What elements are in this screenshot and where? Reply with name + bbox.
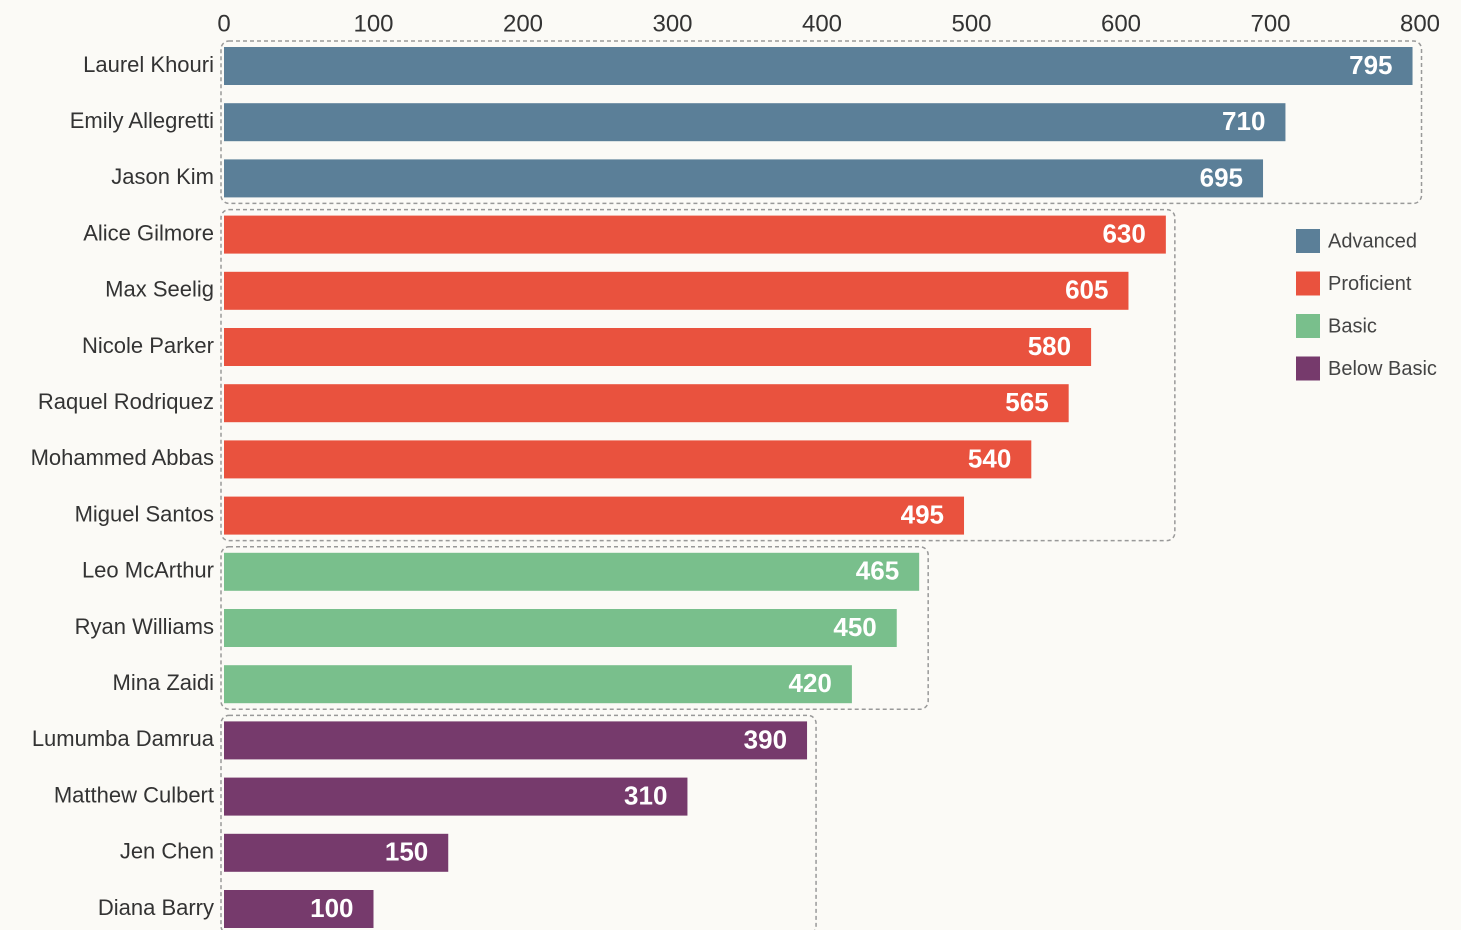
category-label: Ryan Williams [75, 614, 214, 639]
page: 0 100 200 300 400 500 600 700 800 Laurel Khouri Em… [0, 0, 1461, 930]
value-label: 465 [856, 556, 899, 586]
value-label: 565 [1005, 387, 1048, 417]
category-label: Alice Gilmore [83, 220, 214, 245]
bar [224, 216, 1166, 254]
category-label: Nicole Parker [82, 333, 214, 358]
category-label: Lumumba Damrua [32, 726, 215, 751]
category-label: Raquel Rodriquez [38, 389, 214, 414]
category-label: Mohammed Abbas [31, 445, 214, 470]
value-label: 100 [310, 893, 353, 923]
bar [224, 609, 897, 647]
legend-swatch [1296, 314, 1320, 338]
x-tick-label: 800 [1400, 10, 1440, 37]
value-label: 695 [1200, 162, 1243, 192]
category-label: Max Seelig [105, 277, 214, 302]
value-label: 605 [1065, 275, 1108, 305]
bar [224, 665, 852, 703]
group-box [221, 210, 1175, 541]
legend-label: Below Basic [1328, 358, 1437, 380]
x-tick-label: 200 [503, 10, 543, 37]
legend-swatch [1296, 272, 1320, 296]
bar [224, 553, 919, 591]
category-label: Laurel Khouri [83, 52, 214, 77]
legend-swatch [1296, 229, 1320, 253]
bar [224, 328, 1091, 366]
category-label: Emily Allegretti [70, 108, 214, 133]
bar [224, 103, 1285, 141]
x-tick-label: 100 [353, 10, 393, 37]
legend-label: Advanced [1328, 230, 1417, 252]
value-label: 495 [901, 499, 944, 529]
bar [224, 384, 1069, 422]
x-tick-label: 700 [1250, 10, 1290, 37]
value-label: 710 [1222, 106, 1265, 136]
x-tick-label: 0 [217, 10, 230, 37]
value-label: 540 [968, 443, 1011, 473]
category-label: Mina Zaidi [113, 670, 214, 695]
x-tick-label: 400 [802, 10, 842, 37]
bar [224, 47, 1413, 85]
value-label: 450 [833, 612, 876, 642]
chart: 0 100 200 300 400 500 600 700 800 Laurel Khouri Em… [0, 0, 1461, 930]
bar [224, 272, 1128, 310]
legend-label: Proficient [1328, 273, 1412, 295]
value-label: 580 [1028, 331, 1071, 361]
bar [224, 159, 1263, 197]
bar [224, 440, 1031, 478]
value-label: 420 [789, 668, 832, 698]
x-tick-label: 300 [652, 10, 692, 37]
category-label: Diana Barry [98, 895, 214, 920]
legend-swatch [1296, 357, 1320, 381]
bar [224, 778, 687, 816]
value-label: 150 [385, 837, 428, 867]
bar [224, 497, 964, 535]
bar [224, 721, 807, 759]
value-label: 630 [1102, 218, 1145, 248]
x-tick-label: 500 [951, 10, 991, 37]
value-label: 390 [744, 724, 787, 754]
category-label: Jen Chen [120, 839, 214, 864]
category-label: Jason Kim [111, 164, 214, 189]
category-label: Matthew Culbert [54, 782, 214, 807]
value-label: 795 [1349, 50, 1392, 80]
category-label: Miguel Santos [75, 501, 214, 526]
legend-label: Basic [1328, 315, 1377, 337]
x-tick-label: 600 [1101, 10, 1141, 37]
category-label: Leo McArthur [82, 558, 214, 583]
value-label: 310 [624, 780, 667, 810]
